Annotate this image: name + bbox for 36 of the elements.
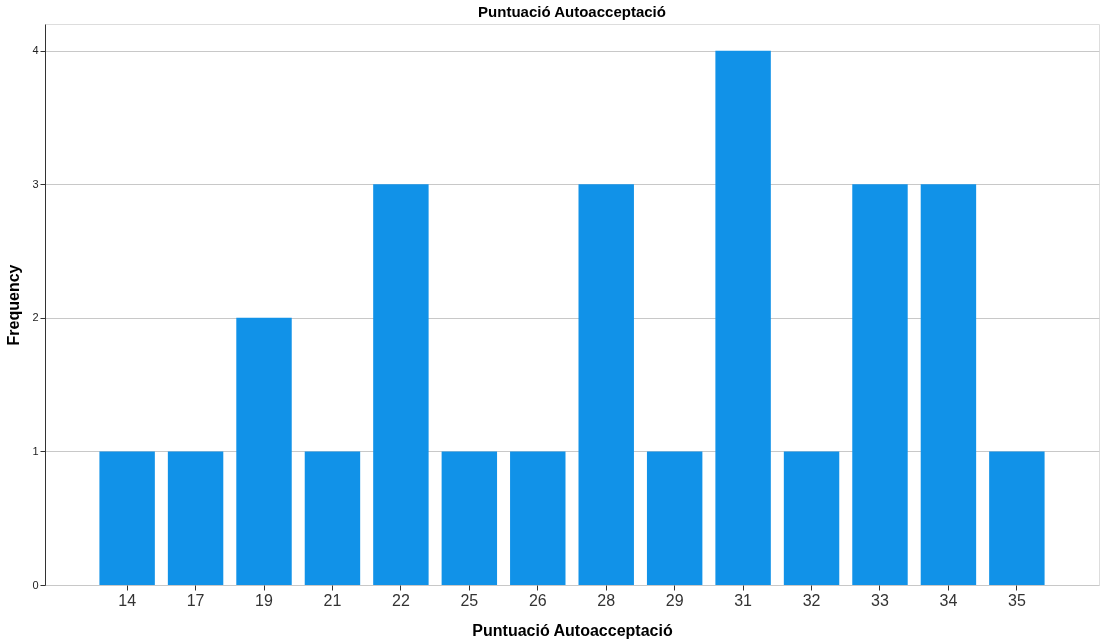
bar [920,184,977,585]
x-tick-label: 32 [802,591,821,609]
bar [236,317,292,585]
bar [715,50,771,585]
bar [373,184,429,585]
bar [578,184,634,585]
x-tick-label: 35 [1007,591,1026,609]
y-tick-label: 0 [32,578,39,591]
bar [852,184,908,585]
y-tick-label: 3 [32,177,39,190]
x-tick-label: 34 [939,591,958,609]
bar [99,451,155,585]
y-tick-label: 1 [32,444,39,457]
x-tick-label: 28 [597,591,616,609]
bar [510,451,566,585]
x-tick-label: 33 [871,591,889,609]
x-tick-label: 31 [734,591,753,609]
chart-title: Puntuació Autoacceptació [478,3,666,20]
bar [646,451,703,585]
bar [304,451,361,585]
bar [167,451,224,585]
y-tick-label: 2 [32,311,39,324]
x-tick-label: 19 [255,591,274,609]
x-tick-label: 17 [186,591,205,609]
x-tick-label: 26 [528,591,547,609]
y-tick-label: 4 [32,44,39,57]
x-tick-label: 29 [665,591,684,609]
bar [783,451,840,585]
x-tick-label: 22 [392,591,410,609]
x-tick-label: 21 [323,591,342,609]
x-axis-title: Puntuació Autoacceptació [472,621,673,639]
bar [989,451,1045,585]
x-tick-label: 25 [460,591,479,609]
x-tick-label: 14 [118,591,137,609]
y-axis-title: Frequency [5,264,23,346]
bar [441,451,498,585]
